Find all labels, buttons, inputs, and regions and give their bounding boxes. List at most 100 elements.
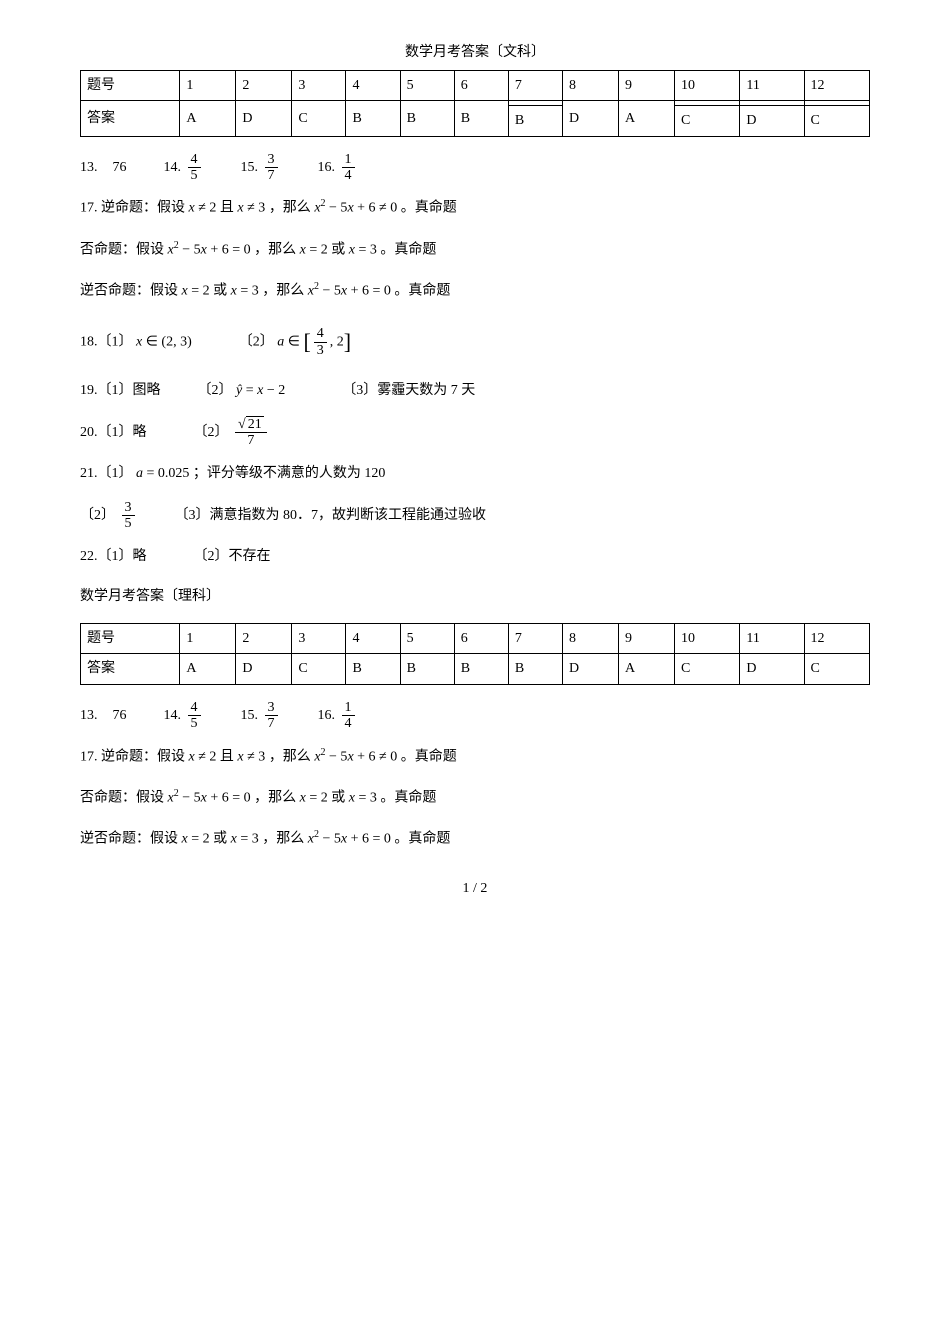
q13-val: 76 — [113, 160, 127, 175]
col: 9 — [618, 624, 674, 654]
q17-inverse: 17. 逆命题：假设 x ≠ 2 且 x ≠ 3 ，那么 x2 − 5x + 6… — [80, 193, 870, 224]
q13-16-row: 13. 76 14. 4 5 15. 3 7 16. 1 4 — [80, 152, 870, 184]
q17-then3: ，那么 — [262, 284, 304, 299]
q19-label: 19.〔1〕图略 — [80, 383, 161, 398]
cell: D — [236, 654, 292, 684]
page-footer: 1 / 2 — [80, 876, 870, 901]
q14-label: 14. — [164, 160, 182, 175]
q14-frac: 4 5 — [188, 152, 201, 184]
col: 7 — [508, 624, 562, 654]
cell: C — [675, 654, 740, 684]
q16-frac: 1 4 — [342, 700, 355, 732]
q18-part2: 〔2〕 — [239, 334, 274, 349]
cell: B — [454, 101, 508, 136]
q21-label: 21.〔1〕 — [80, 466, 133, 481]
col: 10 — [675, 71, 740, 101]
q14-label: 14. — [164, 708, 182, 723]
q15-label: 15. — [241, 708, 259, 723]
cell: B — [508, 106, 562, 136]
header-label: 题号 — [81, 624, 180, 654]
q21-row2: 〔2〕 3 5 〔3〕满意指数为 80．7，故判断该工程能通过验收 — [80, 500, 870, 532]
q21-part2: 〔2〕 — [80, 508, 115, 523]
q16-frac: 1 4 — [342, 152, 355, 184]
q17-true3: 。真命题 — [394, 284, 450, 299]
q20-part2: 〔2〕 — [194, 425, 229, 440]
cell: D — [740, 654, 804, 684]
cell: D — [236, 101, 292, 136]
q17-then: ，那么 — [269, 201, 311, 216]
q21-row1: 21.〔1〕 a = 0.025 ；评分等级不满意的人数为 120 — [80, 459, 870, 490]
q19-row: 19.〔1〕图略 〔2〕 ŷ = x − 2 〔3〕雾霾天数为 7 天 — [80, 376, 870, 407]
title-like: 数学月考答案〔理科〕 — [80, 582, 870, 613]
q22-row: 22.〔1〕略 〔2〕不存在 — [80, 542, 870, 573]
col: 1 — [180, 624, 236, 654]
table-header-row: 题号 1 2 3 4 5 6 7 8 9 10 11 12 — [81, 624, 870, 654]
cell: C — [804, 106, 869, 136]
cell: B — [400, 654, 454, 684]
q17-and: 且 — [220, 201, 234, 216]
cell: B — [346, 101, 400, 136]
col: 2 — [236, 71, 292, 101]
q17-negation: 否命题：假设 x2 − 5x + 6 = 0 ，那么 x = 2 或 x = 3… — [80, 235, 870, 266]
cell: A — [180, 654, 236, 684]
col: 6 — [454, 624, 508, 654]
title-wenke: 数学月考答案〔文科〕 — [80, 40, 870, 65]
col: 7 — [508, 71, 562, 101]
cell: C — [292, 654, 346, 684]
q19-part3: 〔3〕雾霾天数为 7 天 — [342, 383, 475, 398]
q18-label: 18.〔1〕 — [80, 334, 133, 349]
cell: B — [508, 654, 562, 684]
q18-row: 18.〔1〕 x ∈ (2, 3) 〔2〕 a ∈ [43, 2] — [80, 318, 870, 366]
col: 11 — [740, 71, 804, 101]
cell: C — [675, 106, 740, 136]
q13-label: 13. — [80, 160, 98, 175]
cell: A — [180, 101, 236, 136]
col: 4 — [346, 624, 400, 654]
col: 12 — [804, 71, 869, 101]
cell: B — [400, 101, 454, 136]
answer-table-like: 题号 1 2 3 4 5 6 7 8 9 10 11 12 答案 A D C B… — [80, 623, 870, 684]
answer-label: 答案 — [81, 101, 180, 136]
q22-part2: 〔2〕不存在 — [194, 549, 271, 564]
col: 9 — [618, 71, 674, 101]
q17-then2: ，那么 — [254, 243, 296, 258]
table-header-row: 题号 1 2 3 4 5 6 7 8 9 10 11 12 — [81, 71, 870, 101]
cell: B — [454, 654, 508, 684]
q13-label: 13. — [80, 708, 98, 723]
q17-inv-label: 17. 逆命题：假设 — [80, 749, 185, 764]
q14-frac: 4 5 — [188, 700, 201, 732]
q20-frac: √21 7 — [235, 417, 267, 449]
q18-bracket: [43, 2] — [303, 318, 351, 366]
q15-frac: 3 7 — [265, 700, 278, 732]
q16-label: 16. — [318, 160, 336, 175]
cell: C — [804, 654, 869, 684]
q13-val: 76 — [113, 708, 127, 723]
col: 3 — [292, 624, 346, 654]
col: 5 — [400, 624, 454, 654]
col: 8 — [562, 71, 618, 101]
q13-16-row-like: 13. 76 14. 4 5 15. 3 7 16. 1 4 — [80, 700, 870, 732]
q21-frac: 3 5 — [122, 500, 135, 532]
q16-label: 16. — [318, 708, 336, 723]
cell: B — [346, 654, 400, 684]
q17-contra-label: 逆否命题：假设 — [80, 284, 178, 299]
cell: C — [292, 101, 346, 136]
table-answer-row: 答案 A D C B B B B D A C D C — [81, 654, 870, 684]
q17-true2: 。真命题 — [380, 243, 436, 258]
col: 12 — [804, 624, 869, 654]
q15-label: 15. — [241, 160, 259, 175]
q20-row: 20.〔1〕略 〔2〕 √21 7 — [80, 417, 870, 449]
q17-contrapositive: 逆否命题：假设 x = 2 或 x = 3 ，那么 x2 − 5x + 6 = … — [80, 276, 870, 307]
col: 6 — [454, 71, 508, 101]
q17-inv-label: 17. 逆命题：假设 — [80, 201, 185, 216]
q21-part3: 〔3〕满意指数为 80．7，故判断该工程能通过验收 — [175, 508, 487, 523]
cell: D — [740, 106, 804, 136]
col: 1 — [180, 71, 236, 101]
answer-label: 答案 — [81, 654, 180, 684]
q17-or: 或 — [331, 243, 345, 258]
q17-contrapositive-like: 逆否命题：假设 x = 2 或 x = 3 ，那么 x2 − 5x + 6 = … — [80, 824, 870, 855]
q21-a: a — [136, 466, 143, 481]
q20-label: 20.〔1〕略 — [80, 425, 147, 440]
col: 2 — [236, 624, 292, 654]
header-label: 题号 — [81, 71, 180, 101]
